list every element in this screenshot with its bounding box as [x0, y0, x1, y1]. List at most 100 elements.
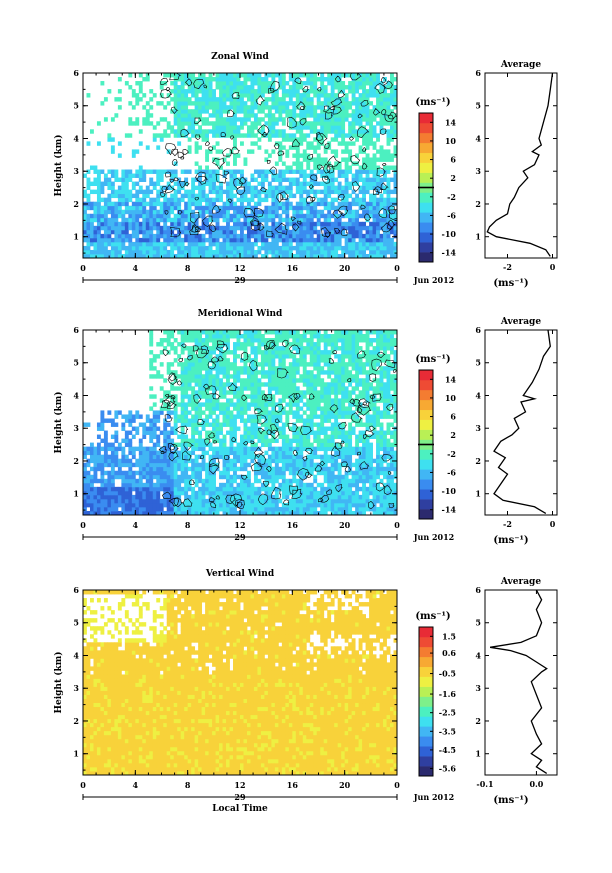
- heatmap-cell: [89, 237, 94, 243]
- heatmap-cell: [145, 121, 150, 126]
- heatmap-cell: [236, 97, 241, 102]
- heatmap-cell: [267, 402, 272, 407]
- heatmap-cell: [219, 470, 223, 476]
- heatmap-cell: [170, 129, 175, 134]
- heatmap-cell: [219, 506, 223, 512]
- heatmap-cell: [166, 338, 171, 343]
- heatmap-cell: [114, 241, 119, 247]
- heatmap-cell: [323, 217, 328, 223]
- heatmap-cell: [386, 177, 391, 182]
- heatmap-cell: [83, 173, 87, 178]
- heatmap-cell: [180, 446, 185, 452]
- heatmap-cell: [281, 406, 286, 411]
- heatmap-cell: [358, 169, 363, 174]
- heatmap-cell: [327, 125, 332, 130]
- heatmap-cell: [226, 414, 230, 419]
- heatmap-cell: [257, 370, 262, 375]
- heatmap-cell: [348, 249, 353, 255]
- heatmap-cell: [271, 133, 276, 138]
- heatmap-cell: [271, 217, 276, 223]
- heatmap-cell: [267, 205, 272, 211]
- heatmap-cell: [198, 462, 203, 468]
- heatmap-cell: [215, 382, 220, 387]
- heatmap-cell: [191, 89, 196, 94]
- heatmap-cell: [302, 233, 307, 239]
- heatmap-cell: [369, 81, 373, 86]
- heatmap-cell: [362, 205, 366, 211]
- heatmap-cell: [281, 241, 286, 247]
- heatmap-cell: [306, 233, 311, 239]
- heatmap-cell: [260, 197, 265, 203]
- heatmap-cell: [355, 73, 360, 78]
- contour-line: [231, 146, 240, 155]
- heatmap-cell: [201, 342, 206, 347]
- heatmap-cell: [187, 506, 192, 512]
- heatmap-cell: [226, 398, 230, 403]
- heatmap-cell: [264, 217, 269, 223]
- heatmap-cell: [337, 181, 342, 187]
- heatmap-cell: [170, 502, 175, 508]
- heatmap-cell: [173, 77, 178, 82]
- heatmap-cell: [93, 470, 98, 476]
- heatmap-cell: [383, 225, 387, 231]
- heatmap-cell: [285, 241, 290, 247]
- heatmap-cell: [100, 221, 105, 227]
- heatmap-cell: [89, 241, 94, 247]
- heatmap-cell: [96, 217, 101, 223]
- heatmap-cell: [212, 249, 216, 255]
- heatmap-cell: [201, 93, 206, 98]
- heatmap-cell: [138, 458, 143, 464]
- heatmap-cell: [201, 89, 206, 94]
- heatmap-cell: [170, 237, 175, 243]
- heatmap-cell: [240, 133, 244, 138]
- heatmap-cell: [198, 366, 203, 371]
- heatmap-cell: [121, 209, 126, 215]
- heatmap-cell: [299, 185, 304, 191]
- heatmap-cell: [288, 245, 293, 251]
- heatmap-cell: [198, 354, 203, 359]
- contour-line: [173, 177, 179, 182]
- heatmap-cell: [281, 145, 286, 150]
- heatmap-cell: [309, 73, 314, 78]
- heatmap-cell: [180, 478, 185, 484]
- heatmap-cell: [292, 169, 297, 174]
- heatmap-cell: [124, 169, 129, 174]
- heatmap-cell: [302, 149, 307, 154]
- heatmap-cell: [142, 241, 147, 247]
- heatmap-cell: [260, 125, 265, 130]
- heatmap-cell: [278, 129, 283, 134]
- heatmap-cell: [390, 137, 394, 142]
- heatmap-cell: [187, 169, 192, 174]
- heatmap-cell: [89, 490, 94, 496]
- heatmap-cell: [264, 213, 269, 219]
- heatmap-cell: [229, 502, 234, 508]
- heatmap-cell: [163, 458, 168, 464]
- heatmap-cell: [330, 89, 335, 94]
- heatmap-cell: [341, 133, 346, 138]
- heatmap-cell: [194, 253, 199, 258]
- heatmap-cell: [358, 133, 363, 138]
- heatmap-cell: [236, 117, 241, 122]
- heatmap-cell: [103, 462, 108, 468]
- heatmap-cell: [341, 197, 346, 203]
- heatmap-cell: [173, 474, 178, 480]
- heatmap-cell: [205, 129, 209, 134]
- heatmap-cell: [267, 414, 272, 419]
- heatmap-cell: [246, 253, 251, 258]
- heatmap-cell: [236, 85, 241, 90]
- heatmap-cell: [135, 430, 140, 435]
- heatmap-cell: [177, 205, 182, 211]
- heatmap-cell: [194, 342, 199, 347]
- heatmap-cell: [236, 330, 241, 335]
- heatmap-cell: [341, 253, 346, 258]
- heatmap-cell: [299, 165, 304, 170]
- heatmap-cell: [131, 502, 136, 508]
- heatmap-cell: [229, 249, 234, 255]
- heatmap-cell: [246, 189, 251, 195]
- heatmap-cell: [274, 374, 279, 379]
- heatmap-cell: [271, 209, 276, 215]
- heatmap-cell: [351, 97, 356, 102]
- heatmap-cell: [271, 185, 276, 191]
- heatmap-cell: [351, 125, 356, 130]
- heatmap-cell: [163, 482, 168, 488]
